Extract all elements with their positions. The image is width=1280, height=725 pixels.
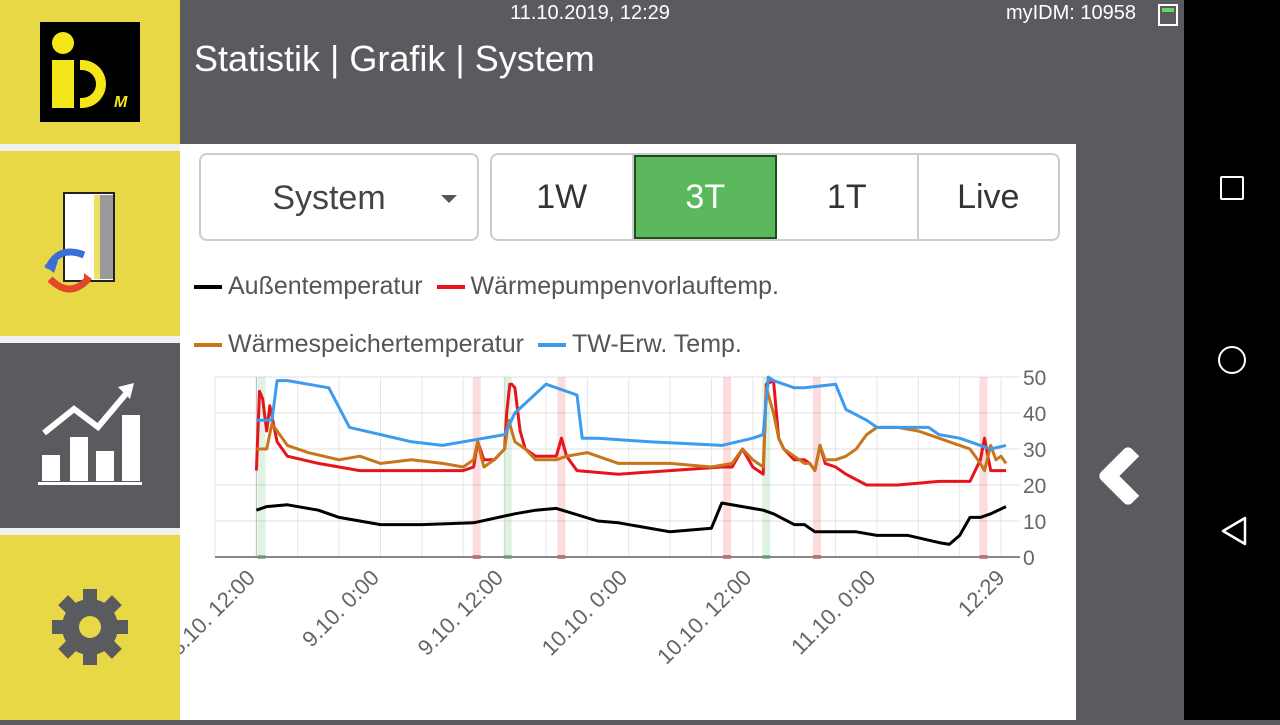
device-id: myIDM: 10958 <box>1005 2 1136 24</box>
y-tick-label: 50 <box>1023 367 1046 390</box>
range-button-3t[interactable]: 3T <box>633 155 777 239</box>
legend-item-aussen[interactable]: Außentemperatur <box>194 272 423 301</box>
range-selector: 1W 3T 1T Live <box>490 153 1060 241</box>
operation-band <box>472 377 481 557</box>
series-line <box>254 379 1006 487</box>
legend-swatch <box>194 342 222 347</box>
range-button-1w[interactable]: 1W <box>492 155 634 239</box>
x-tick-label: 9.10. 12:00 <box>413 565 509 661</box>
connection-status-icon <box>1158 4 1178 26</box>
x-tick-label: 9.10. 0:00 <box>297 565 384 652</box>
series-line <box>256 386 1008 473</box>
android-navbar <box>1184 0 1280 720</box>
chart-legend-row-2: Wärmespeichertemperatur TW-Erw. Temp. <box>194 330 742 359</box>
legend-swatch <box>194 284 222 289</box>
sidebar: M <box>0 0 180 720</box>
legend-label: TW-Erw. Temp. <box>571 330 742 358</box>
legend-item-speicher[interactable]: Wärmespeichertemperatur <box>194 330 524 359</box>
series-line <box>255 501 1007 546</box>
temperature-chart: 50 40 30 20 10 0 8.10. 12:00 9.10. 0:00 9.10. 12… <box>180 367 1046 669</box>
recent-apps-icon[interactable] <box>1220 176 1244 200</box>
settings-icon <box>52 589 128 665</box>
y-tick-label: 30 <box>1023 439 1046 462</box>
legend-swatch <box>537 342 566 347</box>
system-dropdown[interactable]: System <box>199 153 479 241</box>
sidebar-item-settings[interactable] <box>0 535 180 720</box>
range-button-live[interactable]: Live <box>957 177 1020 216</box>
operation-band <box>557 377 566 557</box>
sidebar-item-transfer[interactable] <box>0 151 180 336</box>
x-tick-label: 10.10. 0:00 <box>537 565 633 661</box>
operation-band <box>257 377 266 557</box>
legend-label: Außentemperatur <box>228 272 423 300</box>
operation-band <box>762 377 771 557</box>
series-line <box>256 375 1007 451</box>
transfer-icon <box>44 192 115 293</box>
x-tick-label: 12:29 <box>953 565 1010 622</box>
chart-legend-row-1: Außentemperatur Wärmepumpenvorlauftemp. <box>194 272 779 301</box>
legend-item-tw[interactable]: TW-Erw. Temp. <box>537 330 742 359</box>
dropdown-value: System <box>272 179 386 217</box>
legend-item-vorlauf[interactable]: Wärmepumpenvorlauftemp. <box>436 272 780 301</box>
logo-tile: M <box>0 0 180 144</box>
sidebar-item-statistics[interactable] <box>0 343 180 528</box>
y-tick-label: 0 <box>1023 547 1035 570</box>
page-title: Statistik | Grafik | System <box>194 38 595 79</box>
caret-down-icon <box>441 195 457 203</box>
y-tick-label: 40 <box>1023 403 1046 426</box>
legend-label: Wärmespeichertemperatur <box>228 330 524 358</box>
y-tick-label: 20 <box>1023 475 1046 498</box>
nav-back-icon[interactable] <box>1220 516 1248 546</box>
right-panel <box>1076 144 1184 720</box>
statistics-icon <box>38 383 142 485</box>
content-panel: System 1W 3T 1T Live Außentemperatur Wär… <box>180 144 1076 720</box>
range-button-1t[interactable]: 1T <box>777 155 919 239</box>
y-tick-label: 10 <box>1023 511 1046 534</box>
x-tick-label: 8.10. 12:00 <box>180 565 260 661</box>
legend-label: Wärmepumpenvorlauftemp. <box>470 272 780 300</box>
x-tick-label: 11.10. 0:00 <box>786 565 880 659</box>
x-tick-label: 10.10. 12:00 <box>652 565 756 669</box>
legend-swatch <box>436 284 465 289</box>
header: 11.10.2019, 12:29 myIDM: 10958 Statistik… <box>180 0 1184 144</box>
home-icon[interactable] <box>1218 346 1246 374</box>
idm-logo: M <box>40 22 140 122</box>
datetime: 11.10.2019, 12:29 <box>510 2 670 24</box>
operation-band <box>503 377 512 557</box>
back-arrow-icon[interactable] <box>1096 444 1160 508</box>
